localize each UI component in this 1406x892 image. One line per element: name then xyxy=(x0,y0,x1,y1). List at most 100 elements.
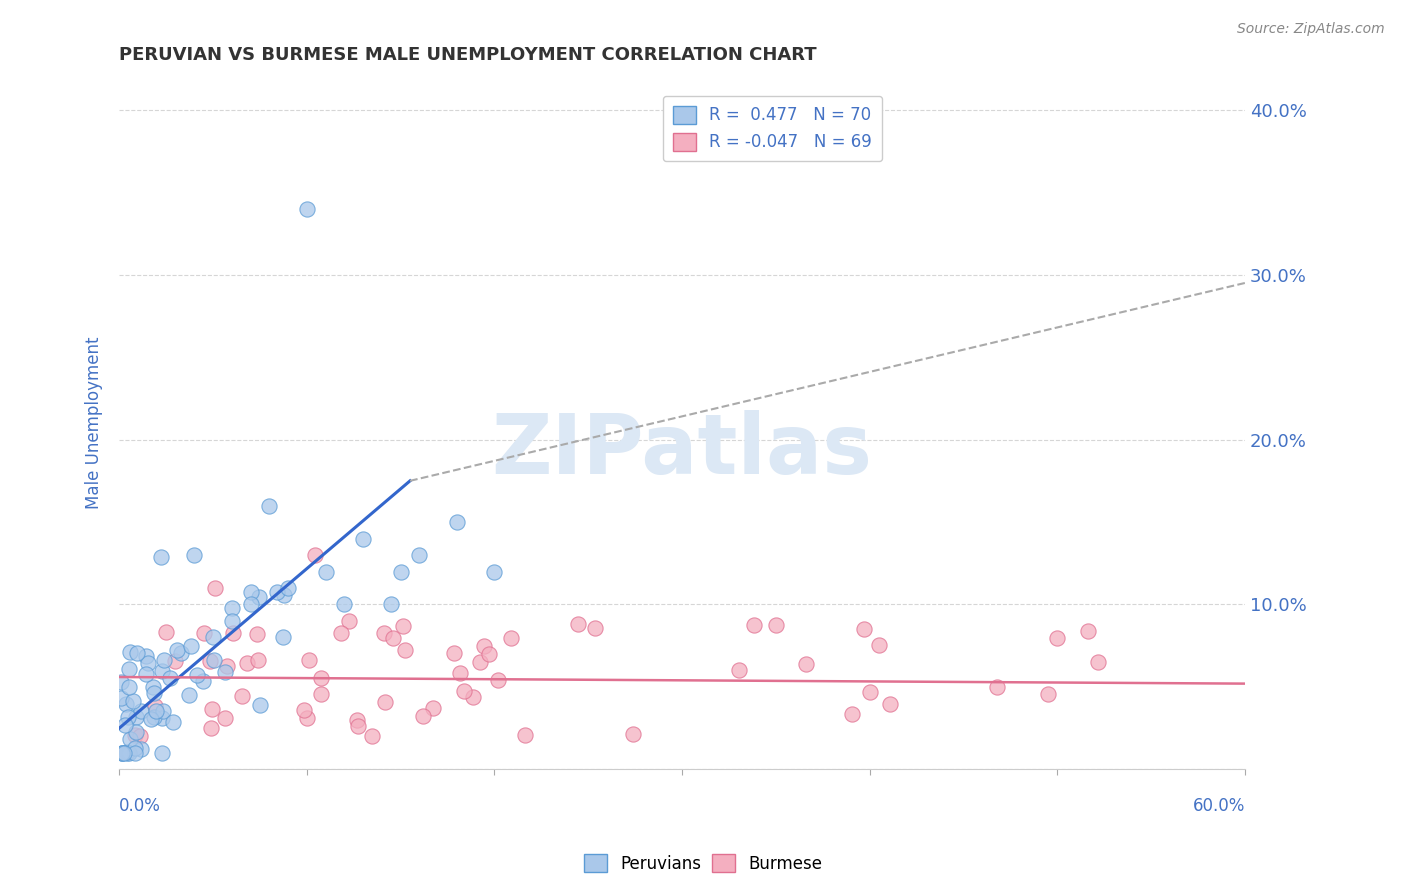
Point xyxy=(135,666,157,681)
Point xyxy=(150,746,173,760)
Point xyxy=(150,665,173,679)
Point xyxy=(142,686,165,700)
Point xyxy=(249,698,271,712)
Text: ZIPatlas: ZIPatlas xyxy=(492,410,873,491)
Point xyxy=(129,704,152,718)
Point xyxy=(304,548,326,562)
Point xyxy=(446,515,468,529)
Point xyxy=(337,614,360,628)
Point xyxy=(155,625,177,640)
Point xyxy=(247,591,270,605)
Point xyxy=(853,622,876,636)
Point xyxy=(273,588,295,602)
Point xyxy=(453,684,475,698)
Point xyxy=(193,625,215,640)
Point xyxy=(231,689,253,703)
Point xyxy=(449,666,471,681)
Point xyxy=(111,746,134,760)
Point xyxy=(125,710,148,724)
Point xyxy=(202,653,225,667)
Point xyxy=(165,654,187,668)
Point xyxy=(143,710,166,724)
Point xyxy=(142,680,165,694)
Point xyxy=(117,710,139,724)
Point xyxy=(186,668,208,682)
Point xyxy=(114,718,136,732)
Point xyxy=(352,532,374,546)
Point xyxy=(841,706,863,721)
Point xyxy=(118,662,141,676)
Point xyxy=(110,675,132,690)
Point xyxy=(266,585,288,599)
Text: 60.0%: 60.0% xyxy=(1192,797,1244,815)
Point xyxy=(166,643,188,657)
Point xyxy=(141,712,163,726)
Point xyxy=(408,548,430,562)
Point xyxy=(125,725,148,739)
Point xyxy=(222,625,245,640)
Point xyxy=(868,638,890,652)
Point xyxy=(621,726,644,740)
Point xyxy=(136,657,159,671)
Point xyxy=(145,705,167,719)
Point xyxy=(214,711,236,725)
Point xyxy=(1076,624,1098,638)
Point xyxy=(150,710,173,724)
Legend: R =  0.477   N = 70, R = -0.047   N = 69: R = 0.477 N = 70, R = -0.047 N = 69 xyxy=(662,95,882,161)
Point xyxy=(118,746,141,760)
Point xyxy=(198,654,221,668)
Point xyxy=(472,640,495,654)
Point xyxy=(470,655,492,669)
Point xyxy=(380,598,402,612)
Point xyxy=(728,663,751,677)
Point xyxy=(295,711,318,725)
Point xyxy=(292,704,315,718)
Point xyxy=(217,659,239,673)
Point xyxy=(143,698,166,713)
Point xyxy=(486,673,509,687)
Point xyxy=(309,687,332,701)
Point xyxy=(295,202,318,216)
Point xyxy=(170,646,193,660)
Point xyxy=(484,565,506,579)
Point xyxy=(179,688,201,702)
Point xyxy=(115,697,138,711)
Point xyxy=(246,627,269,641)
Point xyxy=(152,653,174,667)
Point xyxy=(150,549,173,564)
Point xyxy=(1087,655,1109,669)
Point xyxy=(115,745,138,759)
Point xyxy=(309,671,332,685)
Point xyxy=(191,673,214,688)
Point xyxy=(1036,687,1059,701)
Point xyxy=(315,565,337,579)
Point xyxy=(382,632,405,646)
Point xyxy=(221,614,243,628)
Point xyxy=(422,701,444,715)
Legend: Peruvians, Burmese: Peruvians, Burmese xyxy=(578,847,828,880)
Point xyxy=(162,714,184,729)
Point xyxy=(122,694,145,708)
Point xyxy=(742,618,765,632)
Text: 0.0%: 0.0% xyxy=(120,797,162,815)
Point xyxy=(200,702,222,716)
Point xyxy=(129,742,152,756)
Point xyxy=(236,657,259,671)
Point xyxy=(200,721,222,735)
Point xyxy=(463,690,485,705)
Point xyxy=(879,697,901,711)
Point xyxy=(986,680,1008,694)
Point xyxy=(118,680,141,694)
Point xyxy=(111,746,134,760)
Point xyxy=(374,695,396,709)
Point xyxy=(1046,631,1069,645)
Point xyxy=(346,718,368,732)
Point xyxy=(159,671,181,685)
Point xyxy=(567,617,589,632)
Point xyxy=(239,598,262,612)
Point xyxy=(129,729,152,743)
Point xyxy=(478,647,501,661)
Point xyxy=(298,653,321,667)
Point xyxy=(389,565,412,579)
Point xyxy=(214,665,236,679)
